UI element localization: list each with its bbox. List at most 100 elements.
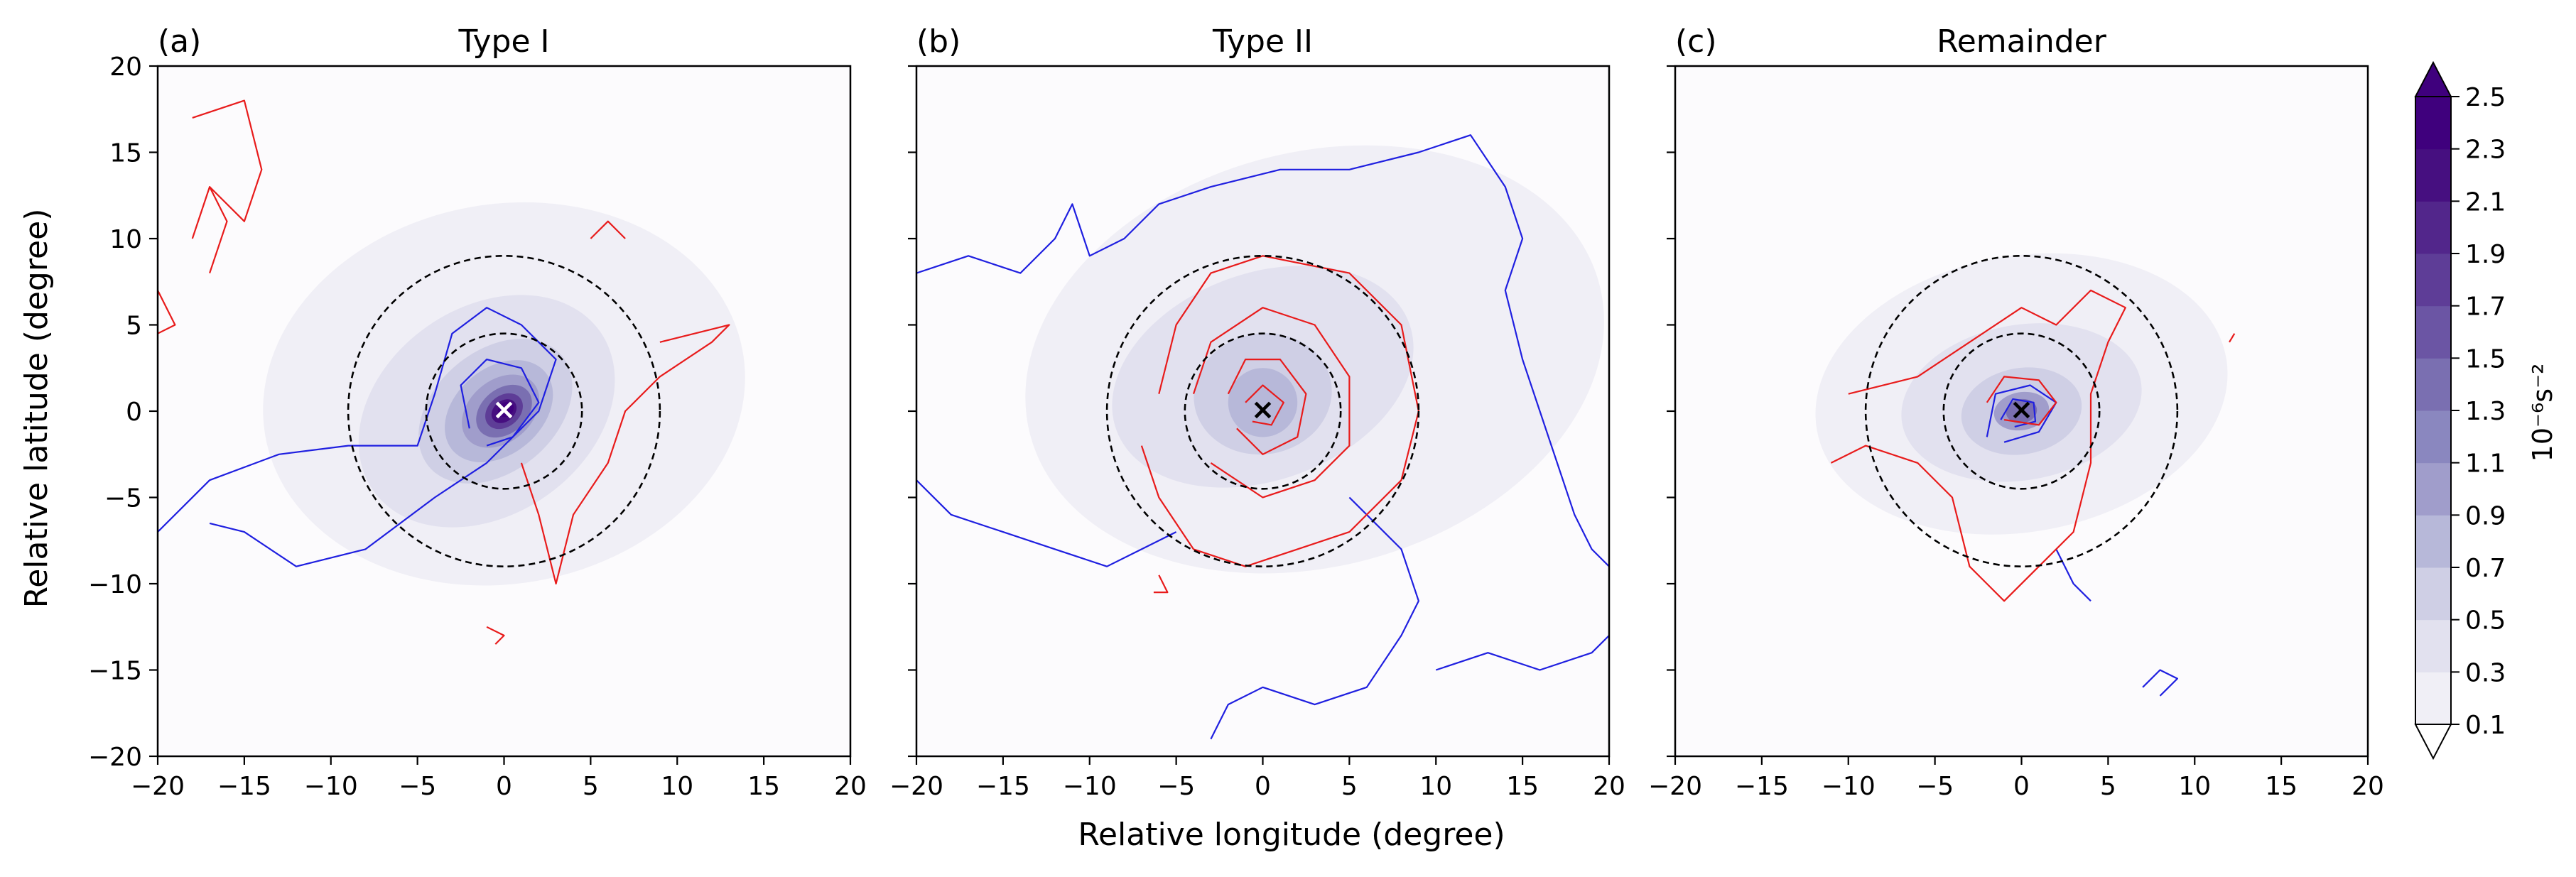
x-tick-label: −10 — [1063, 772, 1117, 801]
colorbar-band — [2415, 358, 2451, 411]
red-contour-line — [1245, 384, 1284, 426]
x-tick-label: 0 — [2013, 772, 2030, 801]
red-contour-line — [2229, 333, 2236, 343]
x-tick-label: −5 — [1916, 772, 1954, 801]
red-contour-line — [158, 290, 176, 334]
colorbar: 0.1 0.3 0.5 0.7 0.9 1.1 1.3 1.5 1.7 1.9 2.1 2.3 2.5 — [2414, 60, 2506, 761]
y-tick-label: −15 — [88, 657, 142, 686]
x-tick-label: 15 — [2265, 772, 2298, 801]
x-tick-label: −15 — [217, 772, 271, 801]
x-tick-label: 15 — [1506, 772, 1539, 801]
x-axis-label: Relative longitude (degree) — [1078, 817, 1505, 853]
colorbar-extend-max — [2414, 60, 2452, 97]
panel-label: (c) — [1675, 23, 1717, 60]
x-tick-label: −10 — [1822, 772, 1876, 801]
y-tick-label: 20 — [109, 53, 142, 82]
colorbar-band — [2415, 462, 2451, 516]
x-tick-label: 10 — [661, 772, 693, 801]
colorbar-label: 10⁻⁶s⁻² — [2527, 364, 2558, 462]
x-tick-label: 5 — [2100, 772, 2116, 801]
colorbar-band — [2415, 672, 2451, 725]
colorbar-extend-min — [2414, 724, 2452, 761]
filled-level-0.9 — [1228, 368, 1298, 437]
center-cross-marker: × — [2010, 393, 2034, 426]
colorbar-tick-label: 0.7 — [2465, 554, 2506, 583]
colorbar-tick-label: 1.9 — [2465, 240, 2506, 269]
filled-level-1.5 — [2006, 398, 2037, 424]
blue-contour-line — [158, 307, 557, 567]
x-tick-label: −5 — [1157, 772, 1195, 801]
red-contour-line — [1227, 359, 1307, 455]
plot-area — [158, 99, 745, 645]
x-tick-label: 10 — [2178, 772, 2211, 801]
x-tick-label: 20 — [834, 772, 867, 801]
y-tick-label: −20 — [88, 743, 142, 772]
x-tick-label: 20 — [2352, 772, 2384, 801]
dashed-radius-circle — [425, 332, 583, 490]
x-tick-label: 5 — [583, 772, 599, 801]
y-tick-label: 0 — [126, 398, 142, 427]
colorbar-band — [2415, 619, 2451, 672]
blue-contour-line — [1986, 384, 2057, 443]
y-tick-label: −5 — [104, 484, 142, 513]
plot-area — [916, 134, 1609, 740]
red-contour-line — [1153, 574, 1169, 594]
x-tick-label: −10 — [304, 772, 358, 801]
colorbar-band — [2415, 148, 2451, 202]
x-tick-label: 0 — [496, 772, 512, 801]
y-axis-label: Relative latitude (degree) — [18, 209, 55, 609]
blue-contour-line — [460, 359, 540, 447]
panel-label: (a) — [158, 23, 201, 60]
panel-title: Type I — [458, 23, 549, 60]
x-tick-label: −20 — [131, 772, 185, 801]
panel-3: × −20 −15 −10 −5 0 5 10 15 20 (c) Remainder — [1648, 23, 2384, 801]
x-tick-label: 5 — [1341, 772, 1358, 801]
panel-2: × −20 −15 −10 −5 0 5 10 15 20 (b) Type II — [889, 23, 1625, 801]
red-contour-line — [1830, 289, 2126, 602]
red-contour-line — [590, 220, 626, 239]
colorbar-tick-label: 1.5 — [2465, 344, 2506, 374]
x-tick-label: −15 — [1735, 772, 1789, 801]
plot-area — [1815, 253, 2236, 697]
x-tick-label: −20 — [1648, 772, 1702, 801]
colorbar-tick-label: 1.7 — [2465, 293, 2506, 322]
center-cross-marker: × — [1251, 393, 1275, 426]
x-tick-label: 15 — [747, 772, 780, 801]
x-tick-label: −5 — [399, 772, 436, 801]
colorbar-tick-label: 0.3 — [2465, 658, 2506, 687]
colorbar-band — [2415, 97, 2451, 150]
red-contour-line — [192, 99, 263, 222]
dashed-radius-circle — [1942, 332, 2101, 490]
red-contour-line — [191, 186, 228, 273]
colorbar-tick-label: 1.1 — [2465, 450, 2506, 479]
red-contour-line — [1986, 376, 2057, 426]
panel-label: (b) — [916, 23, 960, 60]
colorbar-tick-label: 0.5 — [2465, 606, 2506, 636]
panel-title: Type II — [1212, 23, 1313, 60]
x-tick-label: 20 — [1593, 772, 1625, 801]
colorbar-tick-label: 2.5 — [2465, 83, 2506, 112]
dashed-radius-circle — [1184, 332, 1342, 490]
panel-1: × −20 −15 −10 −5 0 5 10 15 20 −20 −15 −10 −5 0 5 10 15 20 (… — [88, 23, 867, 801]
colorbar-band — [2415, 567, 2451, 621]
y-tick-label: 5 — [126, 312, 142, 341]
x-tick-label: −15 — [976, 772, 1030, 801]
colorbar-tick-label: 1.3 — [2465, 397, 2506, 426]
colorbar-band — [2415, 410, 2451, 464]
colorbar-tick-label: 0.1 — [2465, 711, 2506, 740]
x-tick-label: 0 — [1255, 772, 1271, 801]
colorbar-tick-label: 0.9 — [2465, 501, 2506, 530]
colorbar-tick-label: 2.3 — [2465, 136, 2506, 165]
panel-title: Remainder — [1937, 23, 2107, 60]
dashed-radius-circle — [1105, 254, 1420, 567]
colorbar-band — [2415, 201, 2451, 254]
center-cross-marker: × — [492, 393, 516, 426]
dashed-radius-circle — [347, 254, 661, 567]
y-tick-label: 10 — [109, 225, 142, 254]
y-tick-label: −10 — [88, 570, 142, 599]
colorbar-band — [2415, 254, 2451, 307]
blue-contour-line — [1210, 496, 1419, 740]
colorbar-tick-label: 2.1 — [2465, 187, 2506, 217]
filled-level-2.5 — [497, 401, 514, 418]
panels: × −20 −15 −10 −5 0 5 10 15 20 −20 −15 −10 −5 0 5 10 15 20 (… — [88, 23, 2384, 801]
